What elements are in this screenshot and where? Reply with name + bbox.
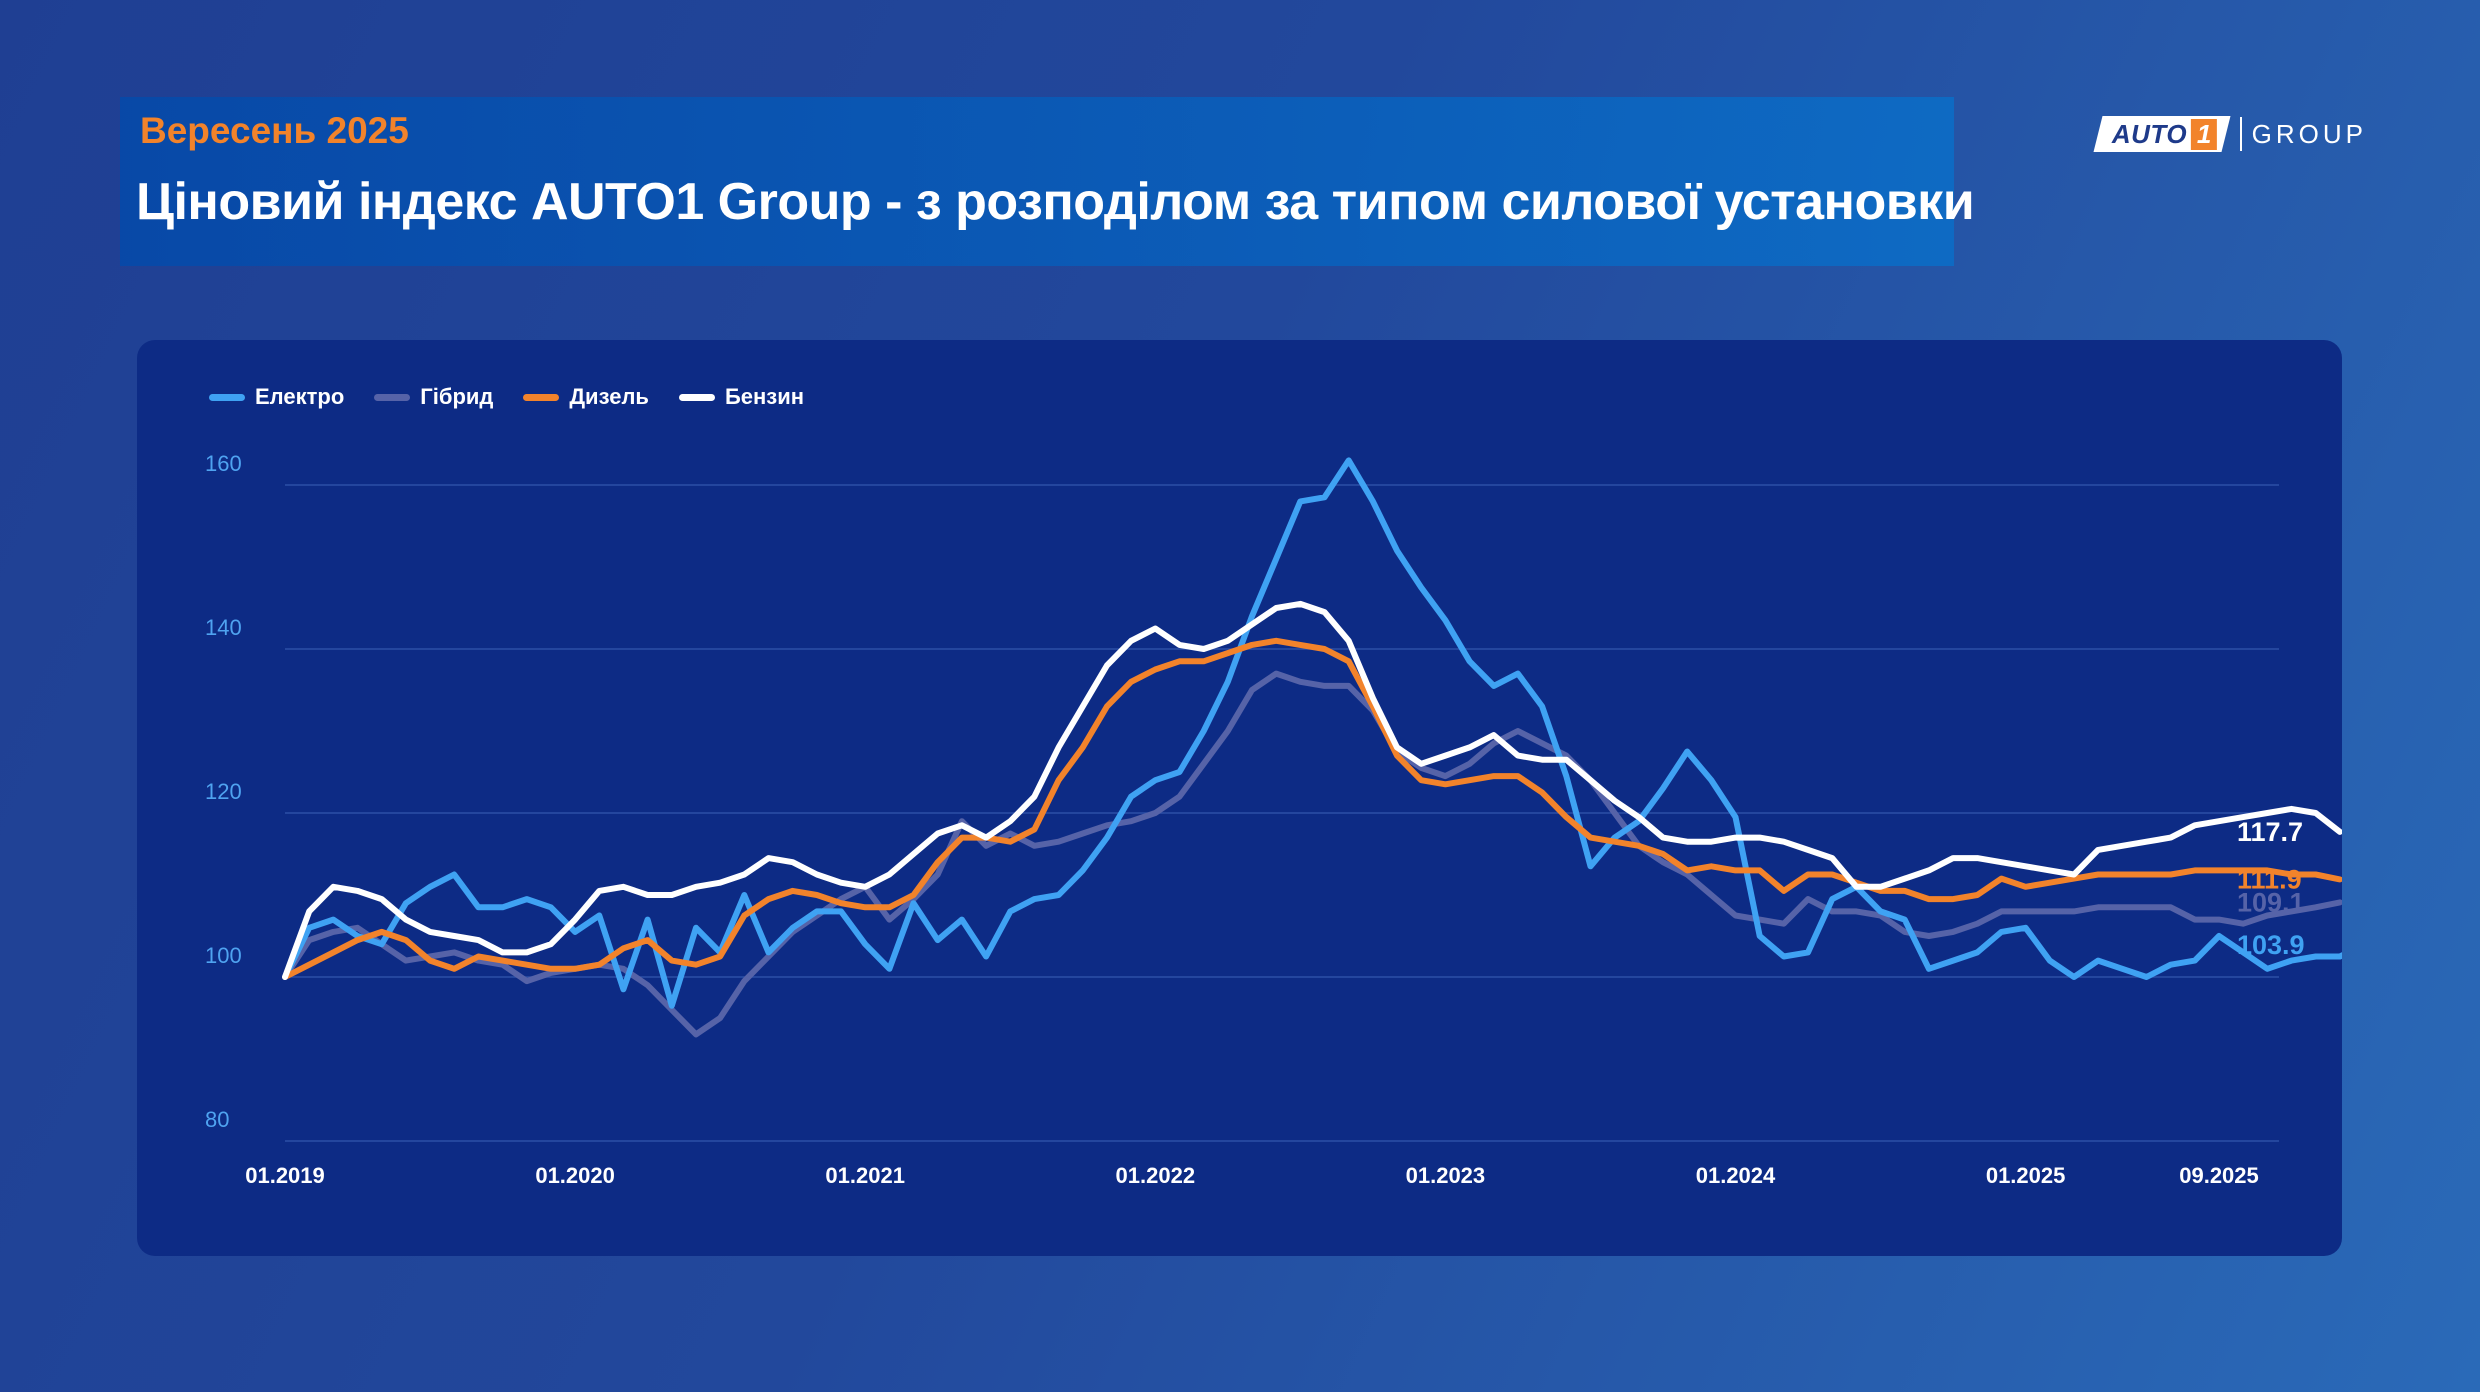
x-tick-label: 01.2022 — [1116, 1163, 1196, 1188]
end-label-electric: 103.9 — [2237, 930, 2305, 960]
x-tick-label: 01.2021 — [825, 1163, 905, 1188]
auto1-group-logo: AUTO 1 GROUP — [2093, 114, 2368, 154]
legend-item-diesel: Дизель — [523, 384, 649, 410]
chart-panel: Електро Гібрид Дизель Бензин 80 100 120 140… — [137, 340, 2342, 1256]
y-tick-label: 80 — [205, 1107, 229, 1132]
x-tick-label: 01.2024 — [1696, 1163, 1776, 1188]
legend-label-diesel: Дизель — [569, 384, 649, 409]
logo-word: AUTO — [2112, 118, 2188, 149]
x-tick-label: 09.2025 — [2179, 1163, 2259, 1188]
legend-swatch-electric — [209, 393, 245, 401]
legend-swatch-diesel — [523, 393, 560, 401]
y-tick-label: 100 — [205, 943, 242, 968]
series-line-hybrid — [282, 670, 2342, 1038]
logo-auto-badge: AUTO 1 — [2093, 116, 2231, 152]
chart-legend: Електро Гібрид Дизель Бензин — [209, 384, 834, 410]
series-line-diesel — [282, 637, 2342, 980]
end-label-petrol: 117.7 — [2237, 817, 2303, 847]
end-label-hybrid: 109.1 — [2237, 887, 2305, 917]
legend-swatch-hybrid — [374, 393, 411, 401]
report-month: Вересень 2025 — [140, 110, 409, 151]
legend-label-electric: Електро — [255, 384, 345, 409]
logo-digit: 1 — [2191, 118, 2218, 150]
legend-item-electric: Електро — [209, 384, 344, 410]
x-tick-label: 01.2023 — [1406, 1163, 1486, 1188]
line-chart: 80 100 120 140 160 01.2019 01.2020 01.2021 01.20… — [205, 451, 2342, 1188]
legend-item-hybrid: Гібрид — [374, 384, 493, 410]
x-tick-label: 01.2025 — [1986, 1163, 2066, 1188]
y-tick-label: 160 — [205, 451, 242, 476]
title-band — [120, 97, 1954, 266]
series-line-petrol — [282, 600, 2342, 980]
series-line-electric — [282, 457, 2342, 1009]
end-label-diesel: 111.9 — [2237, 864, 2302, 894]
x-tick-label: 01.2020 — [535, 1163, 615, 1188]
legend-item-petrol: Бензин — [678, 384, 805, 410]
legend-label-petrol: Бензин — [724, 384, 805, 409]
page-title: Ціновий індекс AUTO1 Group - з розподіло… — [136, 173, 1975, 231]
logo-group-text: GROUP — [2251, 118, 2368, 149]
y-tick-label: 140 — [205, 615, 242, 640]
legend-label-hybrid: Гібрид — [420, 384, 494, 409]
x-tick-label: 01.2019 — [245, 1163, 325, 1188]
legend-swatch-petrol — [678, 393, 715, 401]
y-tick-label: 120 — [205, 779, 242, 804]
logo-separator — [2239, 117, 2242, 151]
